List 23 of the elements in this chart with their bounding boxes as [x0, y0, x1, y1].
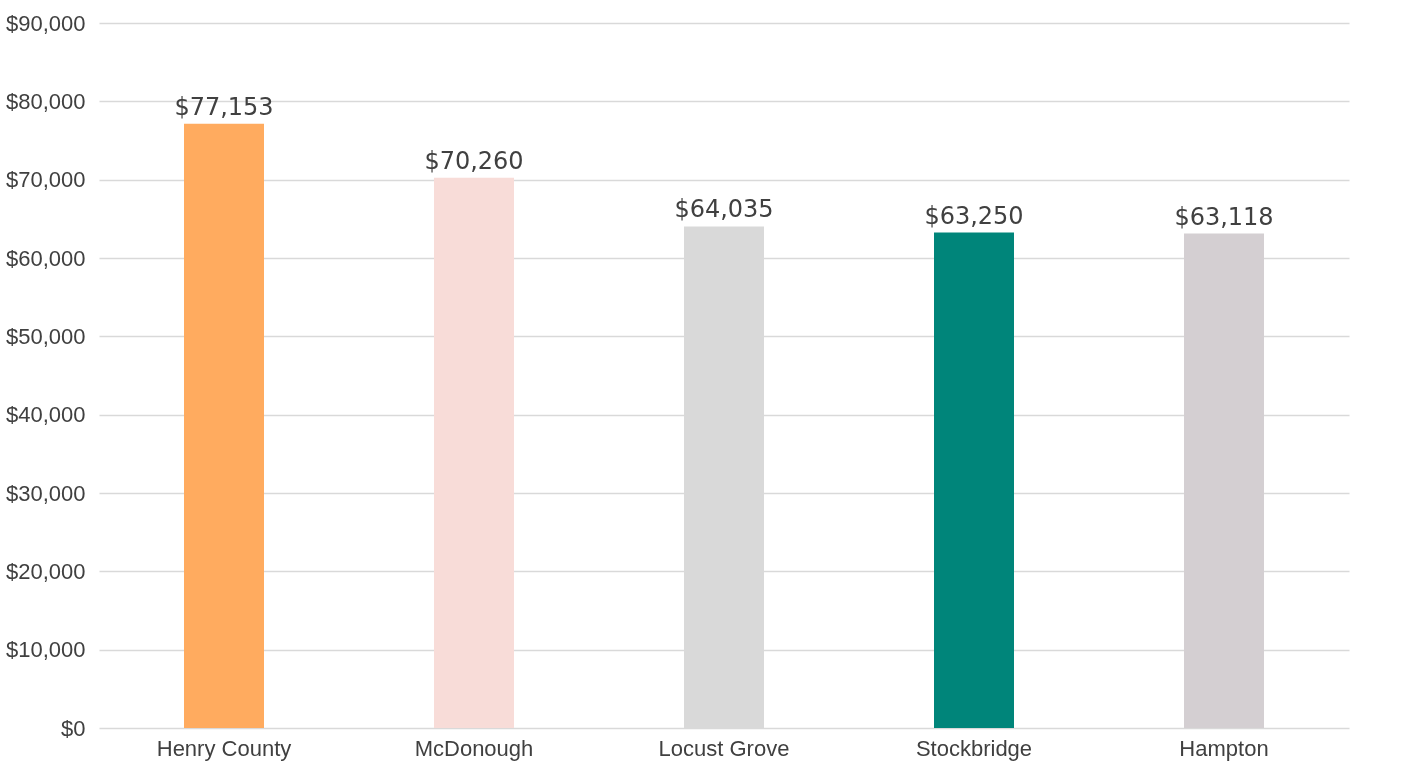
y-tick-label: $80,000: [5, 88, 86, 114]
bar: [934, 232, 1014, 728]
y-tick-label: $10,000: [5, 637, 86, 663]
x-tick-label: McDonough: [414, 735, 534, 761]
y-tick-label: $30,000: [5, 480, 86, 506]
data-label: $63,250: [924, 201, 1024, 230]
x-tick-label: Locust Grove: [658, 735, 790, 761]
x-tick-label: Stockbridge: [915, 735, 1033, 761]
x-tick-label: Henry County: [156, 735, 292, 761]
y-tick-label: $90,000: [5, 10, 86, 36]
y-tick-label: $60,000: [5, 245, 86, 271]
y-tick-label: $70,000: [5, 167, 86, 193]
y-tick-label: $20,000: [5, 558, 86, 584]
y-tick-label: $40,000: [5, 402, 86, 428]
bar: [434, 177, 514, 728]
data-label: $77,153: [174, 92, 274, 121]
y-tick-label: $0: [61, 715, 86, 741]
data-label: $63,118: [1174, 202, 1274, 231]
x-tick-label: Hampton: [1179, 735, 1269, 761]
y-tick-label: $50,000: [5, 323, 86, 349]
bar: [184, 123, 264, 728]
data-label: $64,035: [674, 195, 774, 224]
data-label: $70,260: [424, 146, 524, 175]
